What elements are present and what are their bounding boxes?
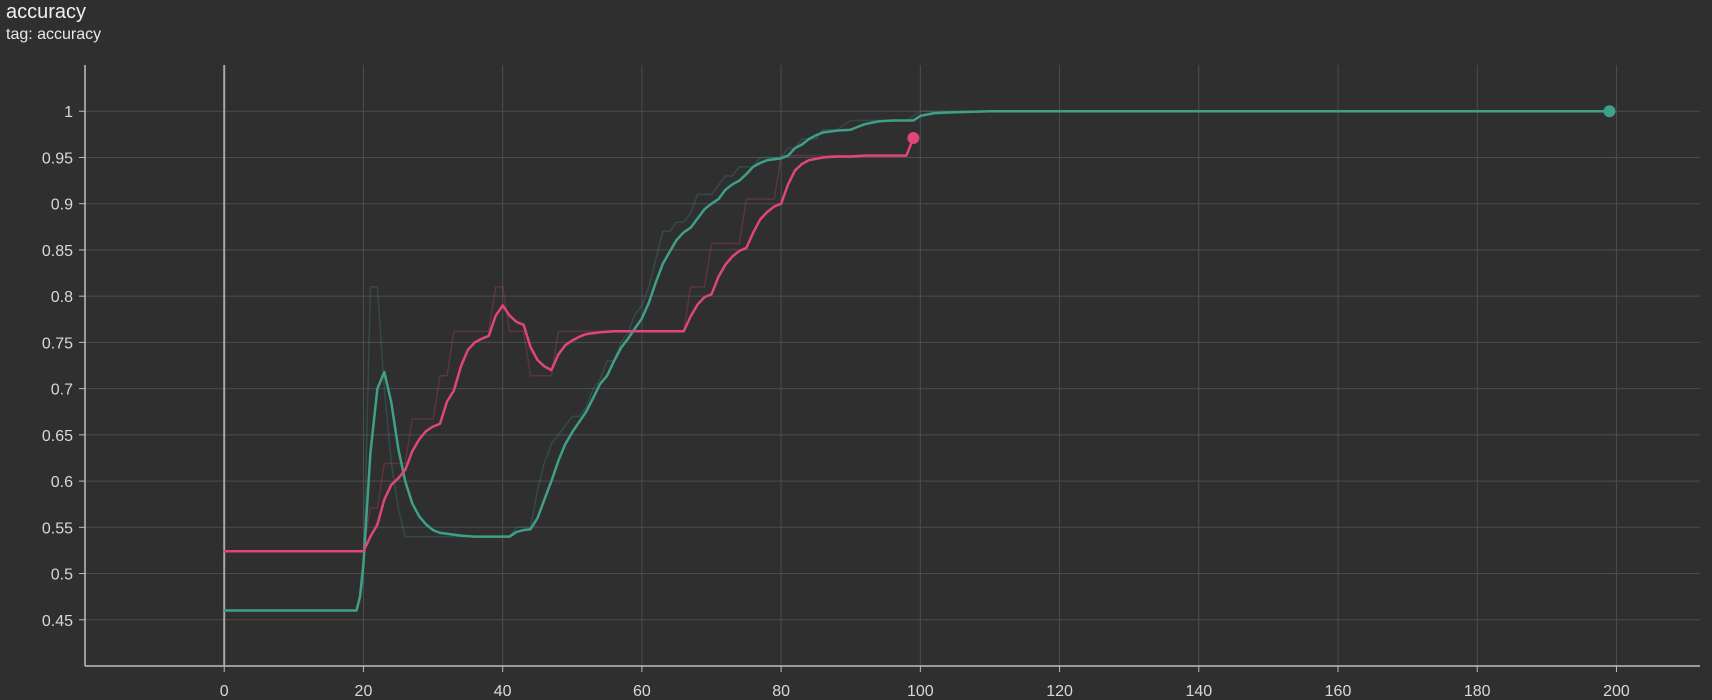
x-tick-label: 100 [907, 683, 934, 700]
series-2-last-point [907, 132, 920, 145]
chart-header: accuracy tag: accuracy [6, 0, 101, 46]
chart-title: accuracy [6, 1, 87, 23]
y-tick-label: 0.5 [51, 567, 73, 584]
y-tick-label: 1 [64, 104, 73, 121]
series-1-raw-line [224, 110, 1610, 612]
x-tick-label: 180 [1464, 683, 1491, 700]
series-1-last-point [1603, 105, 1616, 118]
y-tick-label: 0.45 [42, 613, 73, 630]
x-tick-label: 80 [772, 683, 790, 700]
x-tick-label: 120 [1046, 683, 1073, 700]
series-1-smoothed-line [222, 109, 1611, 612]
y-tick-label: 0.8 [51, 289, 73, 306]
x-tick-label: 140 [1185, 683, 1212, 700]
y-tick-label: 0.55 [42, 520, 73, 537]
x-tick-label: 200 [1603, 683, 1630, 700]
x-tick-label: 60 [633, 683, 651, 700]
series-2-raw-line [224, 137, 915, 553]
y-tick-label: 0.6 [51, 474, 73, 491]
y-tick-label: 0.95 [42, 150, 73, 167]
chart-subtitle: tag: accuracy [6, 26, 102, 43]
y-tick-label: 0.7 [51, 382, 73, 399]
y-tick-label: 0.65 [42, 428, 73, 445]
y-tick-label: 0.85 [42, 243, 73, 260]
x-tick-label: 20 [355, 683, 373, 700]
x-tick-label: 40 [494, 683, 512, 700]
y-tick-label: 0.9 [51, 197, 73, 214]
x-tick-label: 160 [1325, 683, 1352, 700]
y-tick-label: 0.75 [42, 335, 73, 352]
x-tick-label: 0 [220, 683, 229, 700]
series-2-smoothed-line [222, 136, 915, 553]
